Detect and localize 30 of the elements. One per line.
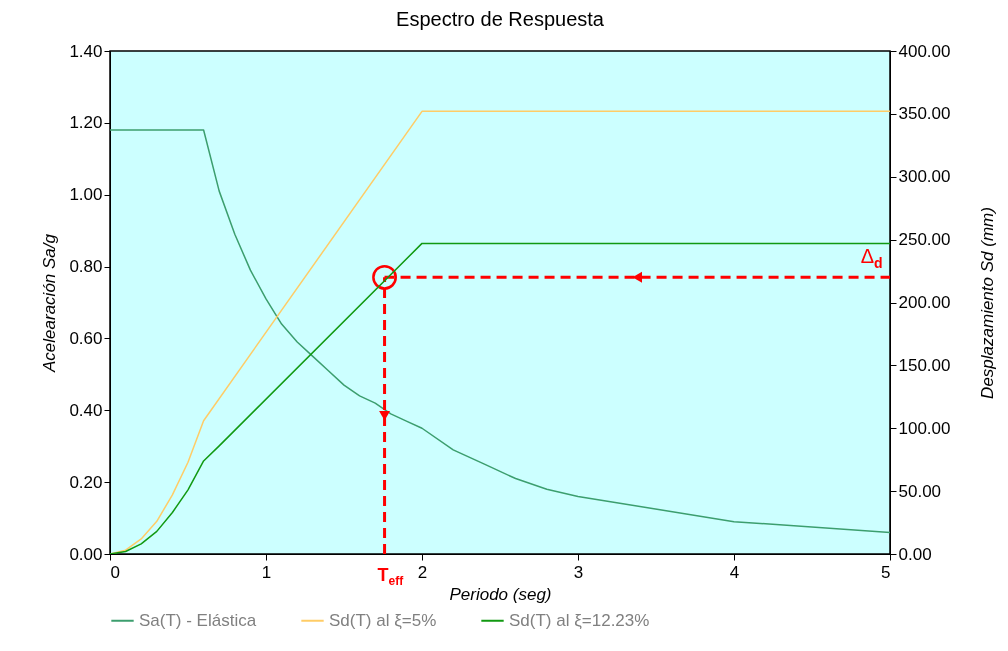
legend-label: Sd(T) al ξ=12.23% xyxy=(509,610,650,630)
legend-label: Sa(T) - Elástica xyxy=(139,610,257,630)
y2-axis-title: Desplazamiento Sd (mm) xyxy=(977,207,997,399)
y2-tick-label: 0.00 xyxy=(898,544,932,564)
y-tick-label: 0.20 xyxy=(69,472,103,492)
x-tick-label: 4 xyxy=(729,562,740,582)
y-tick-label: 1.20 xyxy=(69,113,103,133)
y2-tick-label: 300.00 xyxy=(898,167,951,187)
x-tick-label: 2 xyxy=(417,562,428,582)
y-tick-label: 0.60 xyxy=(69,328,103,348)
y-axis-title: Acelearación Sa/g xyxy=(40,233,60,373)
y-tick-label: 0.40 xyxy=(69,400,103,420)
y-tick-label: 0.80 xyxy=(69,257,103,277)
y2-tick-label: 350.00 xyxy=(898,104,951,124)
x-tick-label: 1 xyxy=(261,562,272,582)
y2-tick-label: 400.00 xyxy=(898,41,951,61)
y2-tick-label: 50.00 xyxy=(898,481,942,501)
x-tick-label: 3 xyxy=(573,562,584,582)
y-tick-label: 0.00 xyxy=(69,544,103,564)
y2-tick-label: 100.00 xyxy=(898,418,951,438)
x-tick-label: 0 xyxy=(110,562,120,582)
y2-tick-label: 250.00 xyxy=(898,230,951,250)
y2-tick-label: 150.00 xyxy=(898,355,951,375)
x-axis-title: Periodo (seg) xyxy=(449,584,552,604)
y-tick-label: 1.40 xyxy=(69,41,103,61)
y-tick-label: 1.00 xyxy=(69,185,103,205)
x-tick-label: 5 xyxy=(881,562,891,582)
chart-title: Espectro de Respuesta xyxy=(396,8,605,30)
y2-tick-label: 200.00 xyxy=(898,293,951,312)
legend-label: Sd(T) al ξ=5% xyxy=(329,610,437,630)
